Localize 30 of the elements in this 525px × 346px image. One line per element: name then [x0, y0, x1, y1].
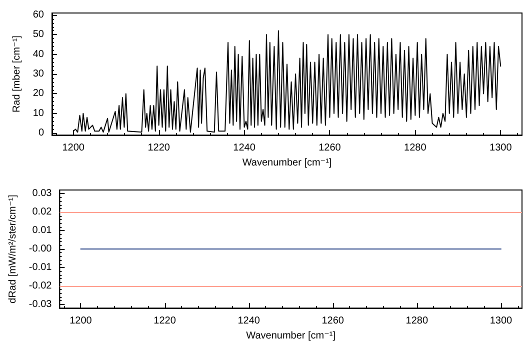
y-tick-label: 10 [32, 108, 44, 119]
y-tick-label: -0.03 [28, 298, 52, 310]
y-tick-label: 0 [38, 128, 44, 139]
x-tick-label: 1260 [318, 142, 342, 154]
x-tick-label: 1300 [490, 316, 513, 327]
y-tick-label: 0.03 [32, 188, 52, 200]
x-tick-label: 1260 [322, 316, 344, 327]
y-axis-title: dRad [mW/m²/ster/cm⁻¹] [8, 194, 18, 304]
y-tick-label: 60 [32, 9, 44, 20]
y-tick-label: 20 [32, 88, 44, 100]
y-tick-label: 40 [32, 48, 44, 60]
x-tick-label: 1300 [490, 142, 512, 154]
y-axis-title: Rad [mber [cm⁻¹] [11, 35, 22, 113]
x-tick-label: 1200 [62, 142, 85, 154]
x-tick-label: 1240 [238, 316, 260, 327]
x-tick-label: 1220 [148, 142, 170, 154]
x-tick-label: 1240 [233, 142, 256, 154]
y-tick-label: 0.02 [32, 206, 52, 218]
y-tick-label: 0.01 [32, 225, 52, 236]
x-tick-label: 1220 [154, 316, 176, 327]
x-tick-label: 1280 [406, 316, 428, 327]
x-tick-label: 1200 [70, 316, 92, 327]
x-axis-title: Wavenumber [cm⁻¹] [242, 158, 332, 168]
y-tick-label: 50 [32, 29, 44, 40]
y-tick-label: -0.01 [28, 262, 52, 274]
x-tick-label: 1280 [404, 142, 427, 154]
x-axis-title: Wavenumber [cm⁻¹] [246, 330, 336, 342]
y-tick-label: 30 [32, 68, 44, 80]
y-tick-label: -0.02 [28, 280, 52, 292]
y-tick-label: -0.00 [28, 244, 52, 255]
